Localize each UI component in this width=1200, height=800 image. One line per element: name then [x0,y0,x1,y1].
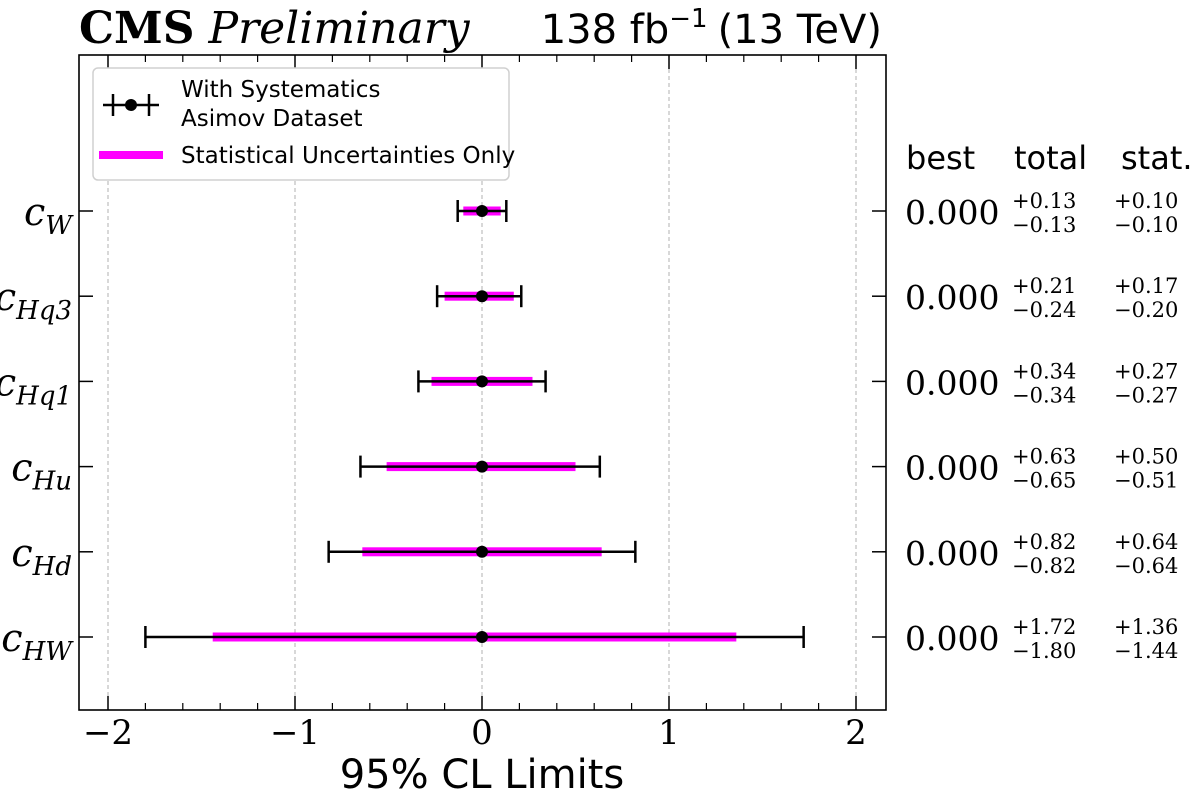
legend-label-stat-only: Statistical Uncertainties Only [181,143,515,169]
x-axis-label: 95% CL Limits [340,752,625,798]
best-fit-point [476,375,488,388]
legend-label-systematics: With Systematics [181,77,380,103]
stat-upper-error: +0.50 [1114,445,1178,469]
parameter-label: cHq1 [0,360,72,411]
total-upper-error: +0.13 [1012,189,1076,213]
best-fit-point [476,545,488,558]
experiment-label: CMS Preliminary [79,3,471,54]
parameter-label: cW [24,190,74,241]
best-fit-value: 0.000 [905,363,999,402]
best-fit-value: 0.000 [905,534,999,573]
total-lower-error: −0.13 [1012,213,1076,237]
stat-lower-error: −0.20 [1114,298,1178,322]
total-upper-error: +0.63 [1012,445,1076,469]
best-fit-point [476,205,488,217]
best-fit-value: 0.000 [905,278,999,317]
column-header-stat: stat. [1121,139,1193,177]
best-fit-value: 0.000 [905,449,999,488]
total-upper-error: +1.72 [1012,615,1076,639]
x-tick-label: 0 [471,713,493,753]
stat-upper-error: +0.17 [1114,274,1178,298]
luminosity-label: 138 fb−1 (13 TeV) [541,4,882,53]
stat-upper-error: +1.36 [1114,615,1178,639]
best-fit-value: 0.000 [905,193,999,232]
total-upper-error: +0.82 [1012,530,1076,554]
legend-box [92,67,510,181]
total-upper-error: +0.34 [1012,359,1076,383]
axis-labels: −2 −1 0 1 2 cW cHq3 cHq1 cHu cHd cHW [0,190,867,753]
total-lower-error: −0.65 [1012,469,1076,493]
legend-marker-systematics [103,94,159,116]
column-header-best: best [906,139,975,177]
total-lower-error: −0.34 [1012,383,1076,407]
parameter-label: cHu [11,446,72,497]
x-tick-label: −2 [83,713,133,753]
preliminary-label: Preliminary [208,3,471,54]
parameter-label: cHd [11,531,72,582]
total-lower-error: −1.80 [1012,639,1076,663]
legend: With Systematics Asimov Dataset Statisti… [92,67,515,181]
total-lower-error: −0.24 [1012,298,1076,322]
results-table: 0.000 +0.13−0.13 +0.10−0.10 0.000 +0.21−0.24… [905,189,1178,663]
best-fit-point [476,460,488,473]
stat-lower-error: −0.64 [1114,554,1178,578]
axis-ticks [79,55,886,710]
parameter-label: cHq3 [0,275,72,326]
total-lower-error: −0.82 [1012,554,1076,578]
best-fit-point [476,290,488,303]
legend-label-asimov: Asimov Dataset [181,106,363,132]
stat-lower-error: −1.44 [1114,639,1178,663]
stat-upper-error: +0.10 [1114,189,1178,213]
parameter-label: cHW [1,616,74,667]
stat-lower-error: −0.27 [1114,383,1178,407]
x-tick-label: 1 [658,713,680,753]
best-fit-point [476,631,488,643]
column-header-total: total [1014,139,1087,177]
stat-lower-error: −0.51 [1114,469,1178,493]
x-tick-label: −1 [270,713,320,753]
stat-lower-error: −0.10 [1114,213,1178,237]
stat-upper-error: +0.27 [1114,359,1178,383]
total-upper-error: +0.21 [1012,274,1076,298]
error-bars [144,200,805,648]
x-tick-label: 2 [845,713,867,753]
best-fit-value: 0.000 [905,619,999,658]
stat-upper-error: +0.64 [1114,530,1178,554]
